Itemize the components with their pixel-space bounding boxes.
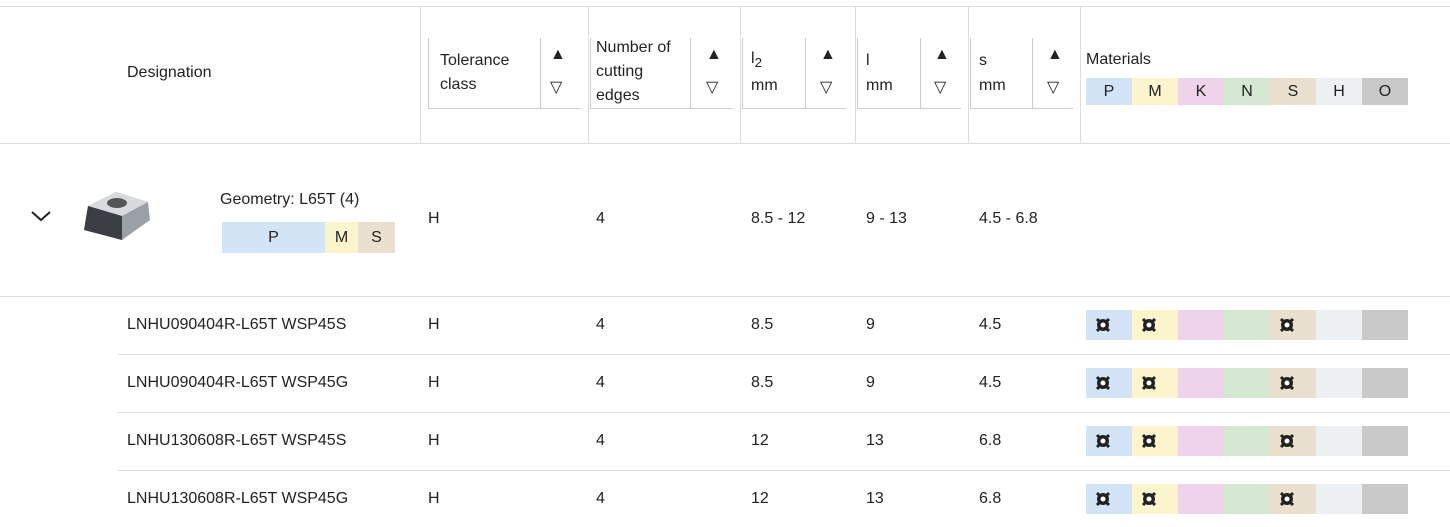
insert-image bbox=[78, 186, 158, 248]
designation: LNHU090404R-L65T WSP45S bbox=[127, 313, 346, 337]
material-cell bbox=[1224, 426, 1270, 456]
tolerance: H bbox=[428, 371, 440, 395]
material-cell bbox=[1316, 426, 1362, 456]
header-l-symbol: l bbox=[866, 49, 870, 73]
material-cell bbox=[1316, 484, 1362, 514]
material-icon bbox=[1278, 432, 1296, 450]
material-chip: M bbox=[325, 222, 358, 253]
page: ▲ ▽ ▲ ▽ ▲ ▽ ▲ ▽ ▲ ▽ DesignationTolerance… bbox=[0, 0, 1450, 527]
material-chip: P bbox=[222, 222, 325, 253]
column-divider bbox=[968, 6, 969, 143]
material-cell bbox=[1224, 368, 1270, 398]
material-cell bbox=[1362, 310, 1408, 340]
material-chip[interactable]: S bbox=[1270, 78, 1316, 105]
header-l2-symbol: l2 bbox=[751, 47, 762, 75]
l: 13 bbox=[866, 487, 884, 511]
group-l: 9 - 13 bbox=[866, 207, 907, 231]
cutting-edges: 4 bbox=[596, 371, 605, 395]
material-cell bbox=[1224, 484, 1270, 514]
material-icon bbox=[1140, 490, 1158, 508]
column-divider bbox=[420, 6, 421, 143]
tolerance: H bbox=[428, 313, 440, 337]
material-icon bbox=[1278, 490, 1296, 508]
column-divider bbox=[1080, 6, 1081, 143]
material-cell bbox=[1362, 426, 1408, 456]
material-icon bbox=[1094, 316, 1112, 334]
group-cutting-edges: 4 bbox=[596, 207, 605, 231]
material-chip[interactable]: M bbox=[1132, 78, 1178, 105]
designation: LNHU130608R-L65T WSP45G bbox=[127, 487, 348, 511]
column-divider bbox=[740, 6, 741, 143]
material-cell bbox=[1316, 310, 1362, 340]
material-cell bbox=[1178, 310, 1224, 340]
cutting-edges: 4 bbox=[596, 429, 605, 453]
expand-chevron[interactable] bbox=[30, 208, 52, 224]
material-icon bbox=[1094, 490, 1112, 508]
tolerance: H bbox=[428, 487, 440, 511]
l2: 12 bbox=[751, 429, 769, 453]
designation: LNHU130608R-L65T WSP45S bbox=[127, 429, 346, 453]
group-s: 4.5 - 6.8 bbox=[979, 207, 1038, 231]
cutting-edges: 4 bbox=[596, 313, 605, 337]
header-designation: Designation bbox=[127, 61, 212, 85]
header-cutting-edges: Number of cutting edges bbox=[596, 36, 676, 108]
header-unit: mm bbox=[979, 74, 1006, 98]
material-icon bbox=[1140, 432, 1158, 450]
group-l2: 8.5 - 12 bbox=[751, 207, 805, 231]
material-cell bbox=[1178, 484, 1224, 514]
material-chip: S bbox=[358, 222, 395, 253]
l: 9 bbox=[866, 371, 875, 395]
l: 9 bbox=[866, 313, 875, 337]
divider bbox=[0, 6, 1450, 7]
material-chip[interactable]: K bbox=[1178, 78, 1224, 105]
material-icon bbox=[1278, 316, 1296, 334]
tolerance: H bbox=[428, 429, 440, 453]
header-unit: mm bbox=[866, 74, 893, 98]
material-chip[interactable]: H bbox=[1316, 78, 1362, 105]
subscript: 2 bbox=[755, 55, 762, 70]
sort-divider bbox=[690, 38, 691, 108]
material-icon bbox=[1094, 374, 1112, 392]
material-cell bbox=[1178, 368, 1224, 398]
s: 6.8 bbox=[979, 487, 1001, 511]
material-cell bbox=[1178, 426, 1224, 456]
material-cell bbox=[1362, 484, 1408, 514]
row-divider bbox=[118, 470, 1450, 471]
l: 13 bbox=[866, 429, 884, 453]
column-divider bbox=[588, 6, 589, 143]
l2: 8.5 bbox=[751, 371, 773, 395]
divider bbox=[0, 296, 1450, 297]
material-icon bbox=[1278, 374, 1296, 392]
header-materials: Materials bbox=[1086, 48, 1151, 72]
sort-divider bbox=[805, 38, 806, 108]
l2: 12 bbox=[751, 487, 769, 511]
header-unit: mm bbox=[751, 74, 778, 98]
material-chip[interactable]: P bbox=[1086, 78, 1132, 105]
cutting-edges: 4 bbox=[596, 487, 605, 511]
column-divider bbox=[855, 6, 856, 143]
material-icon bbox=[1140, 316, 1158, 334]
s: 4.5 bbox=[979, 313, 1001, 337]
sort-divider bbox=[1032, 38, 1033, 108]
s: 6.8 bbox=[979, 429, 1001, 453]
material-chip[interactable]: O bbox=[1362, 78, 1408, 105]
material-cell bbox=[1362, 368, 1408, 398]
header-tolerance: Tolerance class bbox=[440, 49, 530, 97]
designation: LNHU090404R-L65T WSP45G bbox=[127, 371, 348, 395]
sort-divider bbox=[920, 38, 921, 108]
sort-divider bbox=[540, 38, 541, 108]
l2: 8.5 bbox=[751, 313, 773, 337]
group-tolerance: H bbox=[428, 207, 440, 231]
material-chip[interactable]: N bbox=[1224, 78, 1270, 105]
row-divider bbox=[118, 412, 1450, 413]
s: 4.5 bbox=[979, 371, 1001, 395]
header-s-symbol: s bbox=[979, 49, 987, 73]
material-cell bbox=[1224, 310, 1270, 340]
row-divider bbox=[118, 354, 1450, 355]
material-icon bbox=[1140, 374, 1158, 392]
divider bbox=[0, 143, 1450, 144]
geometry-label: Geometry: L65T (4) bbox=[220, 188, 359, 212]
material-cell bbox=[1316, 368, 1362, 398]
material-icon bbox=[1094, 432, 1112, 450]
